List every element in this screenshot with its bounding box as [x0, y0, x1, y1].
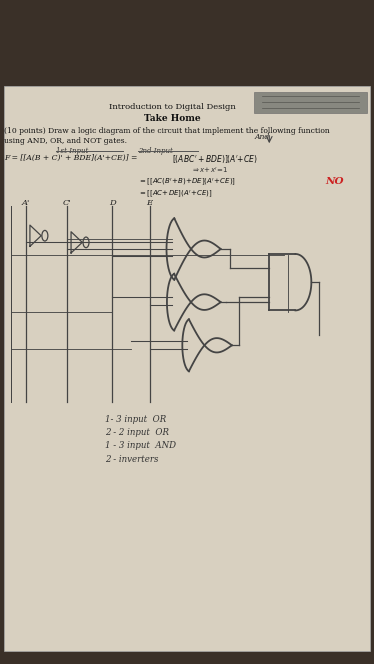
Text: $\left[(AB C' + BDE)\right]\!\left(A'\!+\!CE\right)$: $\left[(AB C' + BDE)\right]\!\left(A'\!+… — [172, 153, 258, 165]
Text: 1- 3 input  OR
2 - 2 input  OR
1 - 3 input  AND
2 - inverters: 1- 3 input OR 2 - 2 input OR 1 - 3 input… — [105, 415, 176, 463]
Text: D: D — [109, 199, 116, 207]
Text: Introduction to Digital Design: Introduction to Digital Design — [109, 103, 235, 111]
Text: $= [[AC\!+\!DE](A'\!+\!CE)]$: $= [[AC\!+\!DE](A'\!+\!CE)]$ — [138, 189, 213, 200]
Text: $= [[AC(B'\!+\!B)\!+\!DE](A'\!+\!CE)]$: $= [[AC(B'\!+\!B)\!+\!DE](A'\!+\!CE)]$ — [138, 177, 236, 188]
Text: $\Rightarrow x\!+\!x'\!=\!1$: $\Rightarrow x\!+\!x'\!=\!1$ — [191, 165, 228, 175]
Text: 1st Input: 1st Input — [56, 147, 89, 155]
Text: using AND, OR, and NOT gates.: using AND, OR, and NOT gates. — [4, 137, 127, 145]
Polygon shape — [4, 86, 370, 651]
Text: NO: NO — [325, 177, 344, 186]
Text: 2nd Input: 2nd Input — [138, 147, 173, 155]
Text: E: E — [147, 199, 153, 207]
Text: F = [[A(B + C)' + BDE](A'+CE)] =: F = [[A(B + C)' + BDE](A'+CE)] = — [4, 153, 137, 161]
Text: (10 points) Draw a logic diagram of the circuit that implement the following fun: (10 points) Draw a logic diagram of the … — [4, 127, 329, 135]
Text: A': A' — [22, 199, 30, 207]
Text: Take Home: Take Home — [144, 114, 200, 124]
Polygon shape — [254, 92, 367, 113]
Text: And: And — [254, 133, 270, 141]
Text: C': C' — [63, 199, 72, 207]
